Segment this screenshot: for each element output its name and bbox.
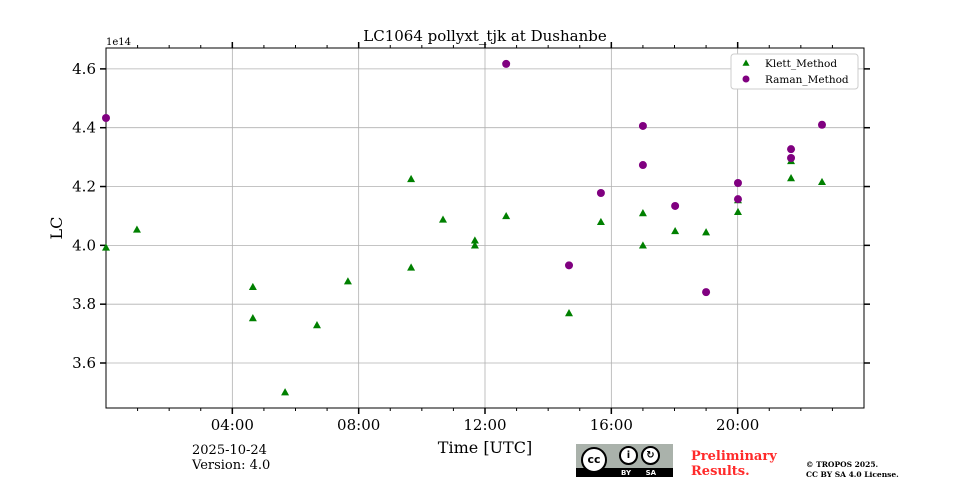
x-tick-label: 20:00 [716, 416, 759, 434]
x-tick-label: 12:00 [463, 416, 506, 434]
raman-method-point [787, 154, 796, 162]
footer-info: 2025-10-24 Version: 4.0 [192, 443, 270, 473]
y-tick-label: 4.0 [72, 236, 96, 254]
copyright-label: © TROPOS 2025. [806, 460, 879, 469]
raman-method-point [733, 179, 742, 187]
klett-method-point [248, 282, 257, 291]
y-offset-label: 1e14 [106, 37, 131, 48]
x-tick-label: 08:00 [337, 416, 380, 434]
legend-marker-klett-method [742, 59, 750, 66]
raman-method-point [596, 189, 605, 197]
raman-method-point [787, 145, 796, 154]
raman-method-point [638, 121, 647, 130]
klett-method-point [702, 228, 711, 236]
license-label: CC BY SA 4.0 License. [806, 470, 899, 479]
klett-method-point [671, 226, 680, 235]
klett-method-point [638, 209, 647, 217]
y-tick-label: 3.6 [72, 354, 96, 372]
legend-label: Klett_Method [765, 58, 837, 70]
klett-method-point [343, 277, 352, 285]
raman-method-point [102, 114, 110, 122]
y-axis-label: LC [47, 217, 66, 240]
chart-title: LC1064 pollyxt_tjk at Dushanbe [363, 27, 607, 45]
klett-method-point [132, 225, 141, 233]
raman-method-point [671, 201, 680, 210]
legend-label: Raman_Method [765, 74, 849, 86]
raman-method-point [565, 261, 574, 270]
copyright-block: © TROPOS 2025. CC BY SA 4.0 License. [806, 460, 899, 480]
y-tick-label: 3.8 [72, 295, 96, 313]
klett-method-point [407, 174, 416, 183]
klett-method-point [312, 321, 321, 329]
raman-method-point [817, 120, 826, 129]
klett-method-point [281, 388, 290, 396]
y-tick-label: 4.2 [72, 178, 96, 196]
x-tick-label: 04:00 [211, 416, 254, 434]
version-label: Version: 4.0 [192, 458, 271, 473]
klett-method-point [596, 217, 605, 226]
plot-frame [105, 47, 865, 409]
raman-method-point [733, 195, 742, 204]
raman-method-point [702, 288, 711, 297]
raman-method-point [502, 59, 511, 68]
preliminary-label: Preliminary Results. [691, 449, 777, 479]
klett-method-point [470, 241, 479, 249]
cc-by-sa-logo: cc i ↻ BY SA [576, 444, 673, 477]
klett-method-point [817, 177, 826, 186]
x-tick-label: 16:00 [590, 416, 633, 434]
raman-method-point [638, 161, 647, 170]
klett-method-point [407, 263, 416, 271]
klett-method-point [102, 243, 110, 251]
x-axis-label: Time [UTC] [438, 438, 532, 457]
date-label: 2025-10-24 [192, 443, 267, 458]
klett-method-point [638, 241, 647, 249]
klett-method-point [502, 211, 511, 220]
klett-method-point [565, 309, 574, 317]
klett-method-point [470, 236, 479, 244]
klett-method-point [248, 314, 257, 322]
klett-method-point [438, 215, 447, 223]
legend-marker-raman-method [742, 75, 750, 83]
klett-method-point [787, 174, 796, 182]
legend-box [730, 53, 859, 90]
y-tick-label: 4.6 [72, 60, 96, 78]
klett-method-point [733, 207, 742, 216]
y-tick-label: 4.4 [72, 119, 96, 137]
